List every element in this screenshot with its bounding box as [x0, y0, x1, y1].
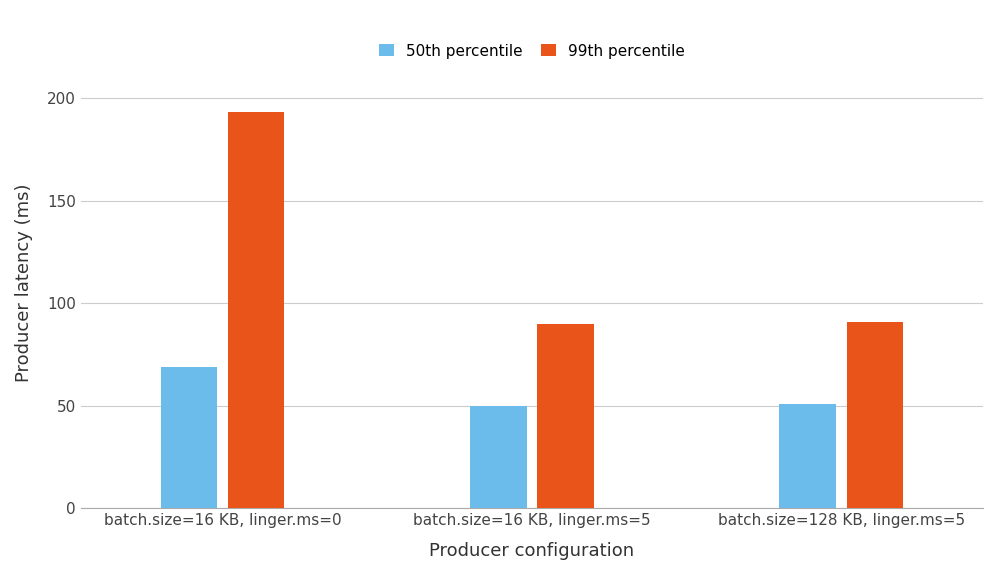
Legend: 50th percentile, 99th percentile: 50th percentile, 99th percentile [372, 37, 691, 65]
Bar [161, 367, 217, 508]
Bar [537, 324, 594, 508]
Bar [779, 404, 836, 508]
Y-axis label: Producer latency (ms): Producer latency (ms) [15, 183, 33, 382]
Bar [228, 112, 284, 508]
X-axis label: Producer configuration: Producer configuration [429, 542, 634, 560]
Bar [847, 321, 903, 508]
Bar [470, 406, 527, 508]
